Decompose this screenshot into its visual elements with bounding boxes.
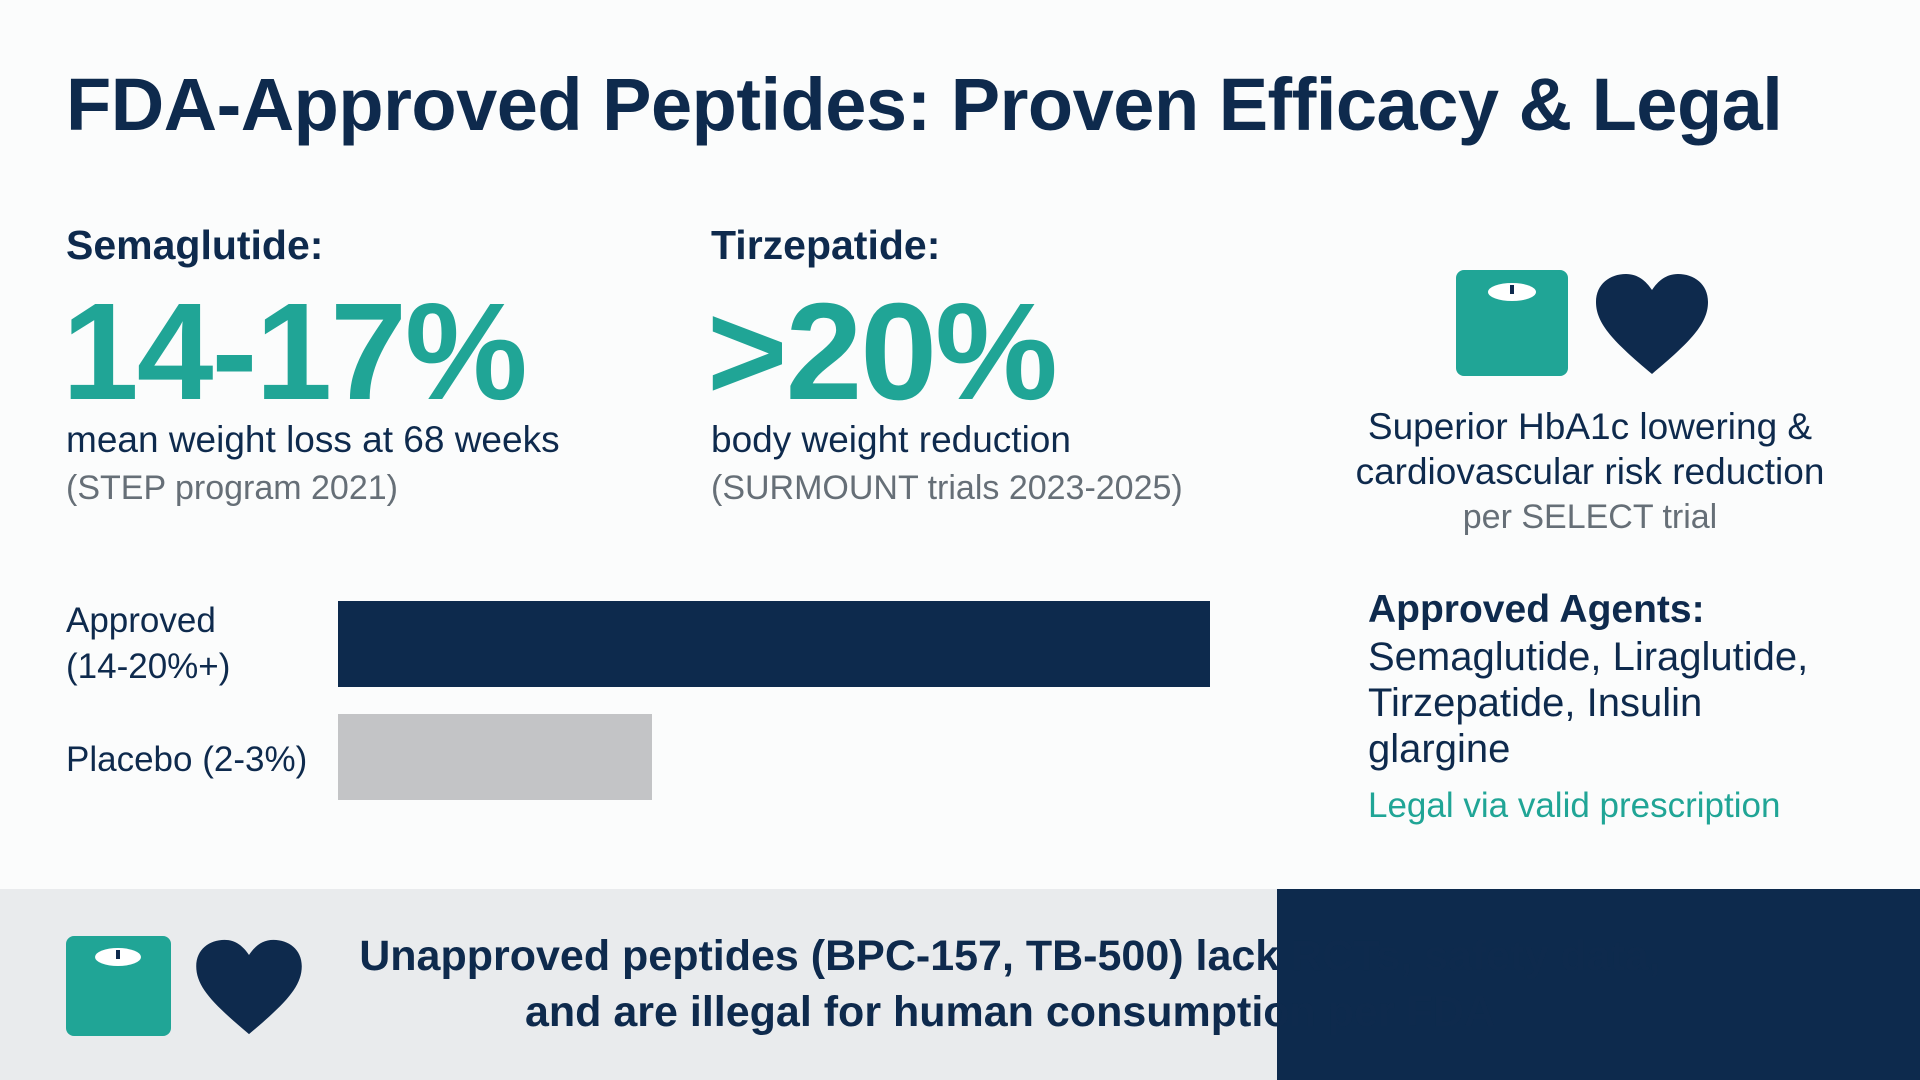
stat-label: Tirzepatide: — [711, 222, 941, 268]
benefit-block: Superior HbA1c lowering & cardiovascular… — [1300, 404, 1880, 537]
benefit-source: per SELECT trial — [1462, 498, 1718, 536]
stat-description: mean weight loss at 68 weeks — [66, 419, 560, 460]
bar-label-approved: Approved (14-20%+) — [66, 598, 230, 690]
heart-icon — [1596, 274, 1708, 374]
stat-value: 14-17% — [62, 275, 528, 429]
benefit-line: cardiovascular risk reduction — [1355, 451, 1825, 492]
agents-line: Semaglutide, Liraglutide, — [1368, 635, 1809, 679]
stat-source: (SURMOUNT trials 2023-2025) — [711, 469, 1183, 507]
stat-value: >20% — [707, 275, 1058, 429]
scale-icon — [66, 936, 171, 1036]
scale-icon — [1456, 270, 1568, 376]
agents-block: Approved Agents: Semaglutide, Liraglutid… — [1368, 588, 1888, 826]
footer-warning: Unapproved peptides (BPC-157, TB-500) la… — [300, 928, 1720, 1040]
bar-approved — [338, 601, 1210, 687]
stat-tirzepatide: Tirzepatide: — [711, 222, 940, 269]
bar-label-line: (14-20%+) — [66, 647, 231, 686]
bar-placebo — [338, 714, 652, 800]
heart-icon — [196, 939, 302, 1035]
footer-band-dark — [1277, 889, 1920, 1080]
page-title: FDA-Approved Peptides: Proven Efficacy &… — [66, 63, 1783, 146]
agents-title: Approved Agents: — [1368, 588, 1705, 631]
benefit-line: Superior HbA1c lowering & — [1367, 406, 1813, 447]
footer-line: Unapproved peptides (BPC-157, TB-500) la… — [359, 932, 1661, 980]
agents-line: glargine — [1368, 727, 1511, 771]
stat-description: body weight reduction — [711, 419, 1071, 460]
stat-semaglutide: Semaglutide: — [66, 222, 323, 269]
stat-source: (STEP program 2021) — [66, 469, 398, 507]
agents-legal-note: Legal via valid prescription — [1368, 786, 1781, 825]
agents-line: Tirzepatide, Insulin — [1368, 681, 1703, 725]
bar-label-placebo: Placebo (2-3%) — [66, 737, 307, 783]
stat-label: Semaglutide: — [66, 222, 324, 268]
bar-label-line: Placebo (2-3%) — [66, 740, 308, 779]
footer-line: and are illegal for human consumption pe… — [525, 988, 1495, 1036]
bar-label-line: Approved — [66, 601, 216, 640]
